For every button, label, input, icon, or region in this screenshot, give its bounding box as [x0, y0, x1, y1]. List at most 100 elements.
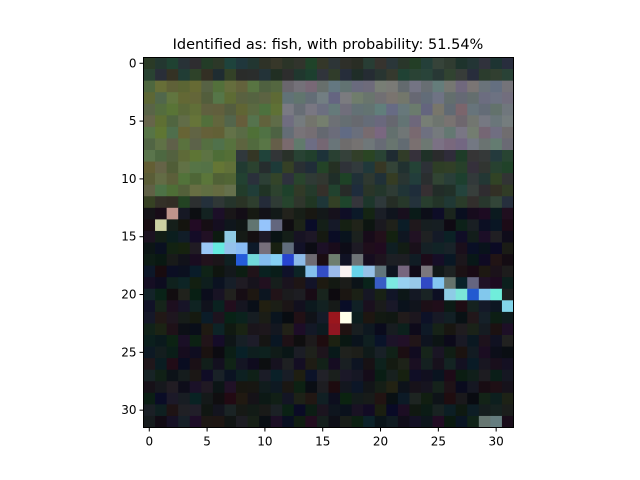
pixel-cell: [421, 311, 433, 324]
pixel-cell: [270, 196, 283, 209]
pixel-cell: [224, 196, 237, 209]
pixel-cell: [305, 392, 318, 405]
pixel-cell: [270, 184, 283, 197]
pixel-cell: [201, 300, 214, 313]
pixel-cell: [178, 196, 191, 209]
pixel-cell: [178, 230, 191, 243]
pixel-cell: [444, 392, 457, 405]
pixel-cell: [432, 335, 445, 347]
pixel-cell: [351, 207, 364, 220]
pixel-cell: [363, 404, 376, 417]
pixel-cell: [166, 80, 179, 93]
pixel-cell: [155, 92, 168, 105]
pixel-cell: [340, 161, 353, 174]
pixel-cell: [478, 92, 491, 105]
pixel-cell: [236, 415, 248, 428]
pixel-cell: [236, 358, 248, 371]
pixel-cell: [455, 57, 468, 70]
y-tick-label: 10: [121, 172, 136, 186]
pixel-cell: [374, 254, 387, 267]
pixel-cell: [143, 311, 156, 324]
pixel-cell: [501, 265, 514, 278]
pixel-cell: [166, 381, 179, 394]
pixel-cell: [166, 392, 179, 405]
pixel-cell: [178, 69, 191, 82]
pixel-cell: [282, 196, 295, 209]
pixel-cell: [340, 207, 353, 220]
pixel-cell: [166, 311, 179, 324]
pixel-cell: [363, 92, 376, 105]
pixel-cell: [178, 207, 191, 220]
pixel-cell: [189, 126, 202, 139]
pixel-cell: [166, 346, 179, 359]
pixel-cell: [259, 346, 272, 359]
pixel-cell: [490, 92, 503, 105]
pixel-cell: [178, 335, 191, 347]
pixel-cell: [432, 369, 445, 382]
pixel-cell: [363, 415, 376, 428]
pixel-cell: [224, 138, 237, 151]
pixel-cell: [444, 92, 457, 105]
pixel-cell: [478, 311, 491, 324]
pixel-cell: [305, 346, 318, 359]
pixel-cell: [444, 346, 457, 359]
pixel-cell: [236, 369, 248, 382]
pixel-cell: [386, 57, 399, 70]
pixel-cell: [143, 381, 156, 394]
pixel-cell: [467, 115, 480, 128]
pixel-cell: [467, 92, 480, 105]
pixel-cell: [501, 230, 514, 243]
pixel-cell: [467, 150, 480, 162]
pixel-cell: [397, 346, 410, 359]
pixel-cell: [316, 219, 329, 232]
pixel-cell: [340, 404, 353, 417]
pixel-cell: [467, 381, 480, 394]
pixel-cell: [189, 184, 202, 197]
pixel-cell: [363, 381, 376, 394]
pixel-cell: [455, 392, 468, 405]
pixel-cell: [189, 300, 202, 313]
pixel-cell: [189, 161, 202, 174]
pixel-cell: [143, 173, 156, 186]
pixel-cell: [282, 323, 295, 336]
pixel-cell: [386, 323, 399, 336]
pixel-cell: [189, 335, 202, 347]
pixel-cell: [201, 358, 214, 371]
pixel-cell: [409, 115, 422, 128]
pixel-cell: [351, 80, 364, 93]
pixel-cell: [166, 126, 179, 139]
pixel-cell: [247, 161, 260, 174]
pixel-cell: [363, 207, 376, 220]
pixel-cell: [270, 369, 283, 382]
pixel-cell: [293, 300, 306, 313]
pixel-cell: [259, 335, 272, 347]
pixel-cell: [236, 254, 248, 267]
pixel-cell: [259, 173, 272, 186]
pixel-cell: [282, 207, 295, 220]
pixel-cell: [490, 346, 503, 359]
pixel-cell: [293, 57, 306, 70]
pixel-cell: [397, 138, 410, 151]
pixel-cell: [305, 415, 318, 428]
pixel-cell: [212, 323, 225, 336]
pixel-cell: [212, 57, 225, 70]
pixel-cell: [409, 358, 422, 371]
pixel-cell: [293, 358, 306, 371]
pixel-cell: [340, 184, 353, 197]
pixel-cell: [247, 346, 260, 359]
pixel-cell: [478, 69, 491, 82]
pixel-cell: [501, 381, 514, 394]
pixel-cell: [201, 126, 214, 139]
pixel-cell: [178, 311, 191, 324]
pixel-cell: [478, 196, 491, 209]
pixel-cell: [478, 184, 491, 197]
pixel-cell: [224, 92, 237, 105]
pixel-cell: [212, 161, 225, 174]
pixel-cell: [351, 161, 364, 174]
pixel-cell: [386, 150, 399, 162]
pixel-cell: [201, 415, 214, 428]
pixel-cell: [351, 288, 364, 301]
pixel-cell: [397, 150, 410, 162]
pixel-cell: [501, 277, 514, 290]
pixel-cell: [432, 150, 445, 162]
